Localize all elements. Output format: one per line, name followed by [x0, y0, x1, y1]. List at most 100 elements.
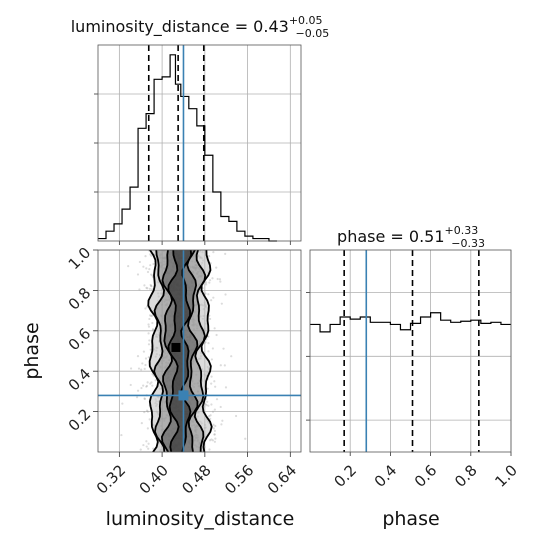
joint-sample-point: [151, 321, 154, 325]
joint-sample-point: [145, 286, 148, 289]
joint-sample-point: [206, 387, 209, 390]
ph-grid: [310, 250, 512, 452]
joint-sample-point: [151, 328, 155, 331]
joint-sample-point: [223, 364, 226, 367]
joint-sample-point: [143, 397, 146, 401]
joint-sample-point: [207, 342, 210, 345]
joint-xtick-label-2: 0.48: [178, 461, 214, 497]
joint-sample-point: [213, 408, 216, 411]
joint-sample-point: [150, 284, 153, 287]
joint-contour-left-2: [153, 250, 166, 452]
ld-frame: [97, 44, 302, 242]
joint-sample-point: [234, 414, 238, 418]
joint-sample-point: [213, 433, 216, 436]
joint-sample-point: [147, 356, 150, 359]
joint-sample-point: [211, 439, 215, 442]
ld-grid: [98, 45, 301, 241]
joint-sample-point: [224, 293, 227, 296]
joint-sample-point: [120, 433, 123, 437]
joint-sample-point: [205, 404, 208, 407]
joint-sample-point: [214, 437, 217, 440]
joint-sample-point: [141, 362, 144, 365]
joint-sample-point: [150, 381, 153, 384]
joint-sample-point: [221, 419, 224, 422]
joint-sample-point: [244, 437, 247, 440]
joint-ytick-label-0: 0.2: [65, 405, 95, 435]
joint-xtick-label-4: 0.64: [264, 461, 300, 497]
joint-sample-point: [210, 358, 214, 361]
joint-ytick-label-1: 0.4: [65, 365, 95, 395]
joint-sample-point: [212, 251, 215, 254]
joint-sample-point: [150, 285, 153, 288]
joint-sample-point: [212, 296, 215, 299]
joint-sample-point: [220, 302, 223, 305]
joint-sample-point: [137, 367, 141, 370]
joint-sample-point: [207, 350, 210, 353]
joint-sample-point: [148, 339, 151, 342]
joint-sample-point: [216, 277, 219, 281]
joint-sample-point: [211, 410, 215, 413]
joint-sample-point: [214, 424, 217, 428]
joint-sample-point: [147, 442, 150, 445]
joint-sample-point: [212, 427, 215, 430]
joint-sample-point: [142, 384, 145, 387]
joint-sample-point: [148, 418, 151, 421]
joint-sample-point: [139, 448, 142, 451]
luminosity-distance-title: luminosity_distance = 0.43+0.05 −0.05: [71, 14, 330, 40]
joint-sample-point: [204, 341, 207, 344]
joint-sample-point: [140, 422, 143, 425]
joint-sample-point: [140, 386, 143, 390]
joint-sample-point: [143, 367, 146, 370]
joint-sample-point: [209, 417, 212, 420]
joint-sample-point: [151, 384, 154, 387]
joint-sample-point: [150, 254, 153, 257]
joint-sample-point: [150, 273, 153, 276]
joint-sample-point: [204, 292, 207, 295]
phase-histogram-panel: phase = 0.51+0.33 −0.33 0.2 0.4 0.6 0.8 1.0: [306, 224, 521, 491]
phase-title-sub: −0.33: [451, 237, 485, 250]
joint-sample-point: [145, 267, 148, 270]
ph-frame: [309, 249, 512, 453]
joint-sample-point: [142, 443, 145, 447]
joint-sample-point: [148, 317, 151, 321]
joint-sample-point: [152, 447, 155, 450]
joint-sample-point: [210, 382, 213, 385]
joint-sample-point: [151, 274, 154, 277]
joint-sample-point: [152, 329, 155, 332]
joint-sample-point: [147, 332, 150, 335]
phase-xtick-label-2: 0.6: [411, 461, 441, 491]
joint-sample-point: [215, 333, 218, 337]
luminosity-distance-histogram-panel: luminosity_distance = 0.43+0.05 −0.05: [71, 14, 330, 245]
joint-sample-point: [144, 255, 147, 258]
joint-sample-point: [204, 403, 207, 406]
joint-sample-point: [143, 397, 146, 400]
joint-sample-point: [209, 317, 212, 321]
joint-sample-point: [143, 411, 146, 414]
joint-contour-left-1: [160, 250, 173, 452]
joint-sample-point: [129, 383, 132, 387]
joint-sample-point: [136, 355, 140, 358]
joint-sample-point: [213, 380, 216, 383]
joint-sample-point: [230, 355, 233, 358]
joint-ytick-label-3: 0.8: [65, 284, 95, 314]
joint-sample-point: [149, 348, 152, 351]
joint-sample-point: [205, 283, 208, 286]
joint-sample-point: [136, 273, 140, 276]
joint-sample-point: [218, 278, 222, 281]
joint-sample-point: [215, 266, 218, 269]
luminosity-distance-title-sub: −0.05: [296, 27, 330, 40]
phase-xtick-label-4: 1.0: [491, 461, 521, 491]
joint-sample-point: [209, 414, 212, 417]
joint-sample-point: [224, 386, 228, 389]
joint-sample-point: [140, 368, 143, 371]
joint-sample-point: [148, 287, 152, 290]
joint-sample-point: [147, 447, 150, 450]
joint-sample-point: [213, 440, 216, 443]
joint-sample-point: [136, 389, 140, 392]
joint-sample-point: [208, 448, 211, 451]
joint-sample-point: [145, 409, 149, 412]
phase-xtick-label-1: 0.4: [371, 461, 401, 491]
joint-sample-point: [146, 410, 150, 413]
joint-sample-point: [149, 382, 152, 385]
